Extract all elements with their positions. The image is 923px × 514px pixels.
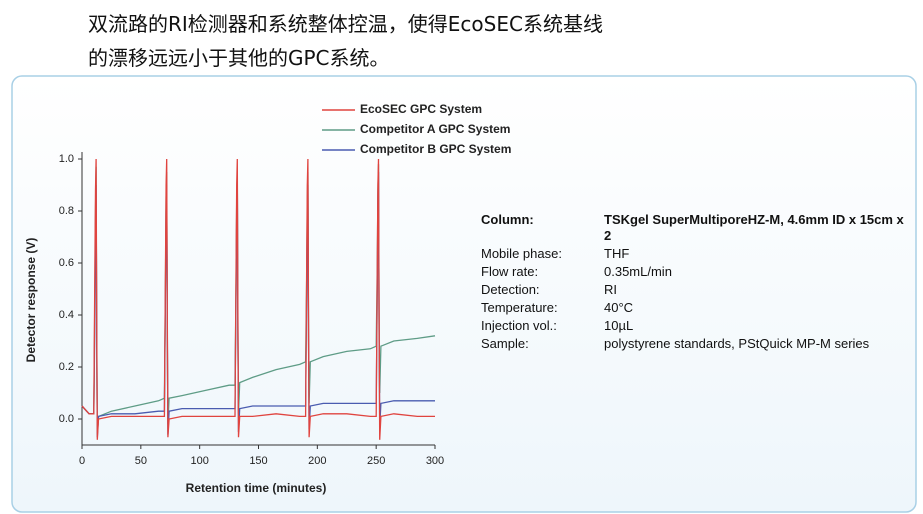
condition-value: 0.35mL/min (604, 264, 672, 279)
condition-label: Column: (481, 212, 534, 227)
x-tick-label: 200 (308, 455, 326, 467)
condition-value: polystyrene standards, PStQuick MP-M ser… (604, 336, 870, 351)
condition-value: 40°C (604, 300, 634, 315)
conditions: Column: TSKgel SuperMultiporeHZ-M, 4.6mm … (481, 212, 909, 352)
y-tick-label: 0.4 (59, 309, 74, 321)
series-line (81, 158, 435, 440)
y-tick-label: 0.6 (59, 257, 74, 269)
y-tick-label: 0.8 (59, 205, 74, 217)
legend-label: Competitor A GPC System (360, 122, 510, 136)
condition-label: Flow rate: (481, 264, 539, 279)
heading-line: 双流路的RI检测器和系统整体控温，使得EcoSEC系统基线 (88, 12, 603, 36)
legend-label: EcoSEC GPC System (360, 102, 482, 116)
x-tick-label: 0 (79, 455, 85, 467)
condition-label: Detection: (481, 282, 540, 297)
condition-label: Temperature: (481, 300, 558, 315)
y-tick-label: 0.0 (59, 413, 74, 425)
condition-value: TSKgel SuperMultiporeHZ-M, 4.6mm ID x 15… (604, 212, 904, 243)
x-tick-label: 300 (426, 455, 444, 467)
x-tick-label: 100 (190, 455, 208, 467)
condition-value: RI (604, 282, 617, 297)
y-axis-label: Detector response (V) (24, 238, 38, 363)
condition-value: THF (604, 246, 630, 261)
condition-label: Injection vol.: (481, 318, 557, 333)
condition-label: Sample: (481, 336, 529, 351)
condition-label: Mobile phase: (481, 246, 562, 261)
x-tick-label: 50 (135, 455, 147, 467)
y-tick-label: 1.0 (59, 153, 74, 165)
x-tick-label: 250 (367, 455, 385, 467)
condition-value: 10µL (604, 318, 634, 333)
x-axis-label: Retention time (minutes) (186, 481, 327, 495)
x-tick-label: 150 (249, 455, 267, 467)
y-tick-label: 0.2 (59, 361, 74, 373)
legend-label: Competitor B GPC System (360, 142, 511, 156)
heading-line: 的漂移远远小于其他的GPC系统。 (88, 46, 390, 70)
